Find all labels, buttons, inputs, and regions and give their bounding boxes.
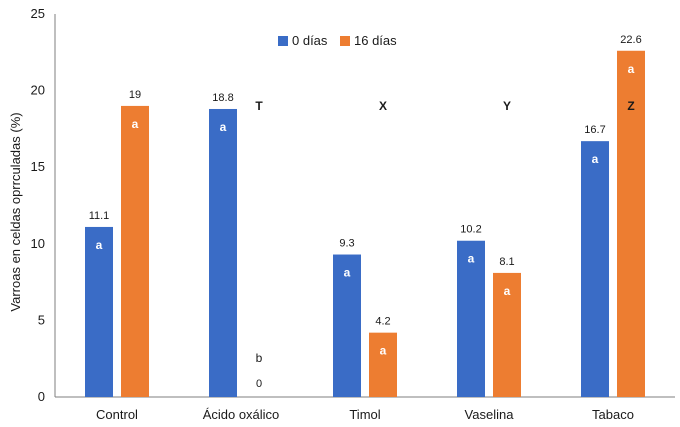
- y-tick-label: 10: [31, 236, 45, 251]
- significance-letter: a: [220, 120, 227, 134]
- significance-letter: a: [344, 266, 351, 280]
- data-label: 18.8: [212, 92, 233, 104]
- bar: [581, 141, 609, 397]
- significance-letter: b: [256, 351, 263, 365]
- group-letter: X: [379, 99, 387, 113]
- category-labels: Control Ácido oxálico Timol Vaselina Tabaco: [96, 407, 634, 422]
- bar: [85, 226, 113, 397]
- data-label: 22.6: [620, 34, 641, 46]
- legend-swatch: [340, 36, 350, 46]
- y-tick-label: 0: [38, 389, 45, 404]
- bar: [457, 240, 485, 397]
- group-letter: T: [255, 99, 263, 113]
- significance-letter: a: [468, 252, 475, 266]
- y-tick-label: 5: [38, 312, 45, 327]
- significance-letter: a: [132, 117, 139, 131]
- y-tick-label: 15: [31, 159, 45, 174]
- bar: [493, 272, 521, 397]
- legend-swatch: [278, 36, 288, 46]
- legend-label: 16 días: [354, 33, 397, 48]
- significance-letter: a: [380, 344, 387, 358]
- y-axis-title: Varroas en celdas oprrculadas (%): [8, 112, 23, 311]
- bar: [209, 108, 237, 397]
- bar: [121, 105, 149, 398]
- bar-series: 11.1 a 19 a 18.8 a 0 b T 9.3 a 4.2 a X 10.2 a 8.1 a Y 16.7 a…: [85, 34, 645, 398]
- y-tick-label: 20: [31, 83, 45, 98]
- significance-letter: a: [592, 152, 599, 166]
- data-label: 0: [256, 378, 262, 390]
- data-label: 10.2: [460, 224, 481, 236]
- category-label: Tabaco: [592, 407, 634, 422]
- group-letter: Y: [503, 99, 511, 113]
- category-label: Ácido oxálico: [203, 407, 280, 422]
- y-tick-label: 25: [31, 6, 45, 21]
- significance-letter: a: [96, 238, 103, 252]
- significance-letter: a: [628, 62, 635, 76]
- data-label: 9.3: [339, 238, 354, 250]
- data-label: 4.2: [375, 316, 390, 328]
- data-label: 8.1: [499, 256, 514, 268]
- data-label: 19: [129, 89, 141, 101]
- category-label: Control: [96, 407, 138, 422]
- bar: [369, 332, 397, 397]
- category-label: Timol: [349, 407, 380, 422]
- bar: [333, 254, 361, 397]
- y-tick-labels: 0 5 10 15 20 25: [31, 6, 45, 404]
- significance-letter: a: [504, 284, 511, 298]
- category-label: Vaselina: [465, 407, 515, 422]
- group-letter: Z: [627, 99, 634, 113]
- data-label: 16.7: [584, 124, 605, 136]
- data-label: 11.1: [89, 210, 110, 222]
- legend: 0 días 16 días: [278, 33, 397, 48]
- legend-label: 0 días: [292, 33, 328, 48]
- bar: [617, 50, 645, 397]
